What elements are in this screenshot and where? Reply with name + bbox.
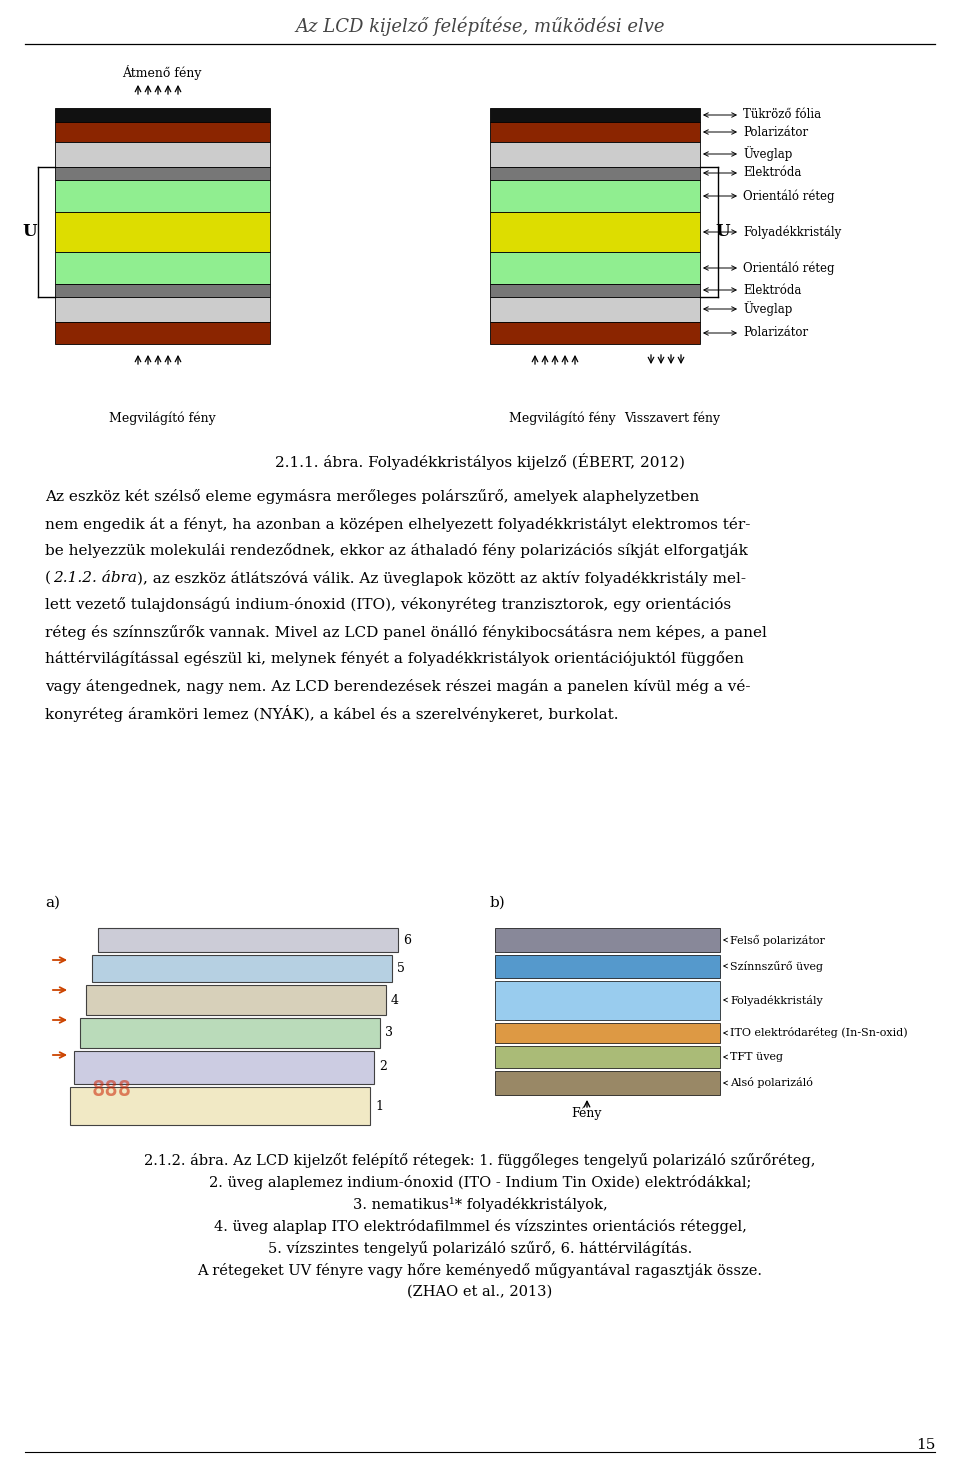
Text: Elektróda: Elektróda: [743, 167, 802, 180]
Bar: [490, 180, 700, 212]
Bar: [55, 283, 270, 297]
Bar: [495, 1046, 720, 1068]
Bar: [490, 167, 700, 180]
Bar: [55, 142, 270, 167]
Bar: [495, 955, 720, 977]
Text: ), az eszköz átlátszóvá válik. Az üveglapok között az aktív folyadékkristály mel: ), az eszköz átlátszóvá válik. Az üvegla…: [137, 570, 746, 586]
Bar: [55, 251, 270, 283]
Bar: [70, 1087, 370, 1125]
Text: be helyezzük molekulái rendeződnek, ekkor az áthaladó fény polarizációs síkját e: be helyezzük molekulái rendeződnek, ekko…: [45, 543, 748, 558]
Text: 888: 888: [92, 1080, 132, 1100]
Bar: [55, 321, 270, 343]
Text: Folyadékkristály: Folyadékkristály: [743, 225, 841, 238]
Bar: [55, 180, 270, 212]
Text: 2: 2: [379, 1061, 387, 1074]
Text: Orientáló réteg: Orientáló réteg: [743, 190, 834, 203]
Text: U: U: [23, 224, 37, 241]
Text: 15: 15: [916, 1438, 935, 1452]
Bar: [490, 321, 700, 343]
Text: háttérvilágítással egészül ki, melynek fényét a folyadékkristályok orientációjuk: háttérvilágítással egészül ki, melynek f…: [45, 652, 744, 666]
Bar: [495, 928, 720, 953]
Bar: [55, 297, 270, 321]
Bar: [490, 108, 700, 123]
Text: A rétegeket UV fényre vagy hőre keményedő műgyantával ragasztják össze.: A rétegeket UV fényre vagy hőre keményed…: [198, 1262, 762, 1277]
Text: Felső polarizátor: Felső polarizátor: [730, 935, 825, 945]
Text: (ZHAO et al., 2013): (ZHAO et al., 2013): [407, 1286, 553, 1299]
Text: Fény: Fény: [572, 1106, 602, 1119]
Bar: [490, 251, 700, 283]
Bar: [55, 123, 270, 142]
Text: réteg és színnszűrők vannak. Mivel az LCD panel önálló fénykibocsátásra nem képe: réteg és színnszűrők vannak. Mivel az LC…: [45, 624, 767, 640]
Text: 1: 1: [375, 1100, 383, 1112]
Bar: [490, 212, 700, 251]
Bar: [55, 167, 270, 180]
Text: TFT üveg: TFT üveg: [730, 1052, 783, 1062]
Text: Polarizátor: Polarizátor: [743, 326, 808, 339]
Text: 5: 5: [397, 961, 405, 974]
Bar: [490, 123, 700, 142]
Text: Elektróda: Elektróda: [743, 283, 802, 297]
Text: Üveglap: Üveglap: [743, 301, 792, 317]
Text: Megvilágító fény: Megvilágító fény: [108, 411, 215, 425]
Bar: [74, 1050, 374, 1084]
Text: Átmenő fény: Átmenő fény: [122, 66, 202, 80]
Bar: [80, 1018, 380, 1048]
Text: Alsó polarizáló: Alsó polarizáló: [730, 1078, 813, 1088]
Text: ITO elektródaréteg (In-Sn-oxid): ITO elektródaréteg (In-Sn-oxid): [730, 1027, 907, 1039]
Text: 2.1.2. ábra. Az LCD kijelzőt felépítő rétegek: 1. függőleges tengelyű polarizáló: 2.1.2. ábra. Az LCD kijelzőt felépítő ré…: [144, 1153, 816, 1167]
Text: Üveglap: Üveglap: [743, 146, 792, 162]
Bar: [55, 212, 270, 251]
Text: vagy átengednek, nagy nem. Az LCD berendezések részei magán a panelen kívül még : vagy átengednek, nagy nem. Az LCD berend…: [45, 678, 751, 694]
Text: 4. üveg alaplap ITO elektródafilmmel és vízszintes orientációs réteggel,: 4. üveg alaplap ITO elektródafilmmel és …: [213, 1218, 747, 1233]
Bar: [98, 928, 398, 953]
Text: Megvilágító fény: Megvilágító fény: [509, 411, 615, 425]
Text: Folyadékkristály: Folyadékkristály: [730, 995, 823, 1005]
Bar: [55, 108, 270, 123]
Bar: [490, 297, 700, 321]
Text: 5. vízszintes tengelyű polarizáló szűrő, 6. háttérvilágítás.: 5. vízszintes tengelyű polarizáló szűrő,…: [268, 1240, 692, 1255]
Bar: [490, 283, 700, 297]
Text: (: (: [45, 571, 51, 584]
Text: 2. üveg alaplemez indium-ónoxid (ITO - Indium Tin Oxide) elektródákkal;: 2. üveg alaplemez indium-ónoxid (ITO - I…: [209, 1175, 751, 1189]
Text: lett vezető tulajdonságú indium-ónoxid (ITO), vékonyréteg tranzisztorok, egy ori: lett vezető tulajdonságú indium-ónoxid (…: [45, 598, 732, 612]
Text: Az eszköz két szélső eleme egymásra merőleges polárszűrő, amelyek alaphelyzetben: Az eszköz két szélső eleme egymásra merő…: [45, 489, 699, 504]
Text: Visszavert fény: Visszavert fény: [624, 411, 720, 425]
Bar: [86, 985, 386, 1015]
Text: 4: 4: [391, 993, 399, 1007]
Bar: [495, 980, 720, 1020]
Text: 3: 3: [385, 1027, 393, 1039]
Text: 6: 6: [403, 934, 411, 947]
Text: a): a): [45, 896, 60, 910]
Text: Polarizátor: Polarizátor: [743, 126, 808, 139]
Bar: [490, 142, 700, 167]
Bar: [495, 1023, 720, 1043]
Text: konyréteg áramköri lemez (NYÁK), a kábel és a szerelvénykeret, burkolat.: konyréteg áramköri lemez (NYÁK), a kábel…: [45, 704, 618, 722]
Text: b): b): [490, 896, 506, 910]
Text: U: U: [716, 224, 731, 241]
Text: 2.1.2. ábra: 2.1.2. ábra: [53, 571, 137, 584]
Text: Színnszűrő üveg: Színnszűrő üveg: [730, 960, 823, 972]
Text: Orientáló réteg: Orientáló réteg: [743, 262, 834, 275]
Bar: [92, 955, 392, 982]
Text: Tükröző fólia: Tükröző fólia: [743, 108, 821, 121]
Bar: [495, 1071, 720, 1094]
Text: 2.1.1. ábra. Folyadékkristályos kijelző (ÉBERT, 2012): 2.1.1. ábra. Folyadékkristályos kijelző …: [275, 453, 685, 470]
Text: 3. nematikus¹* folyadékkristályok,: 3. nematikus¹* folyadékkristályok,: [352, 1197, 608, 1211]
Text: Az LCD kijelző felépítése, működési elve: Az LCD kijelző felépítése, működési elve: [296, 16, 664, 35]
Text: nem engedik át a fényt, ha azonban a középen elhelyezett folyadékkristályt elekt: nem engedik át a fényt, ha azonban a köz…: [45, 517, 751, 532]
